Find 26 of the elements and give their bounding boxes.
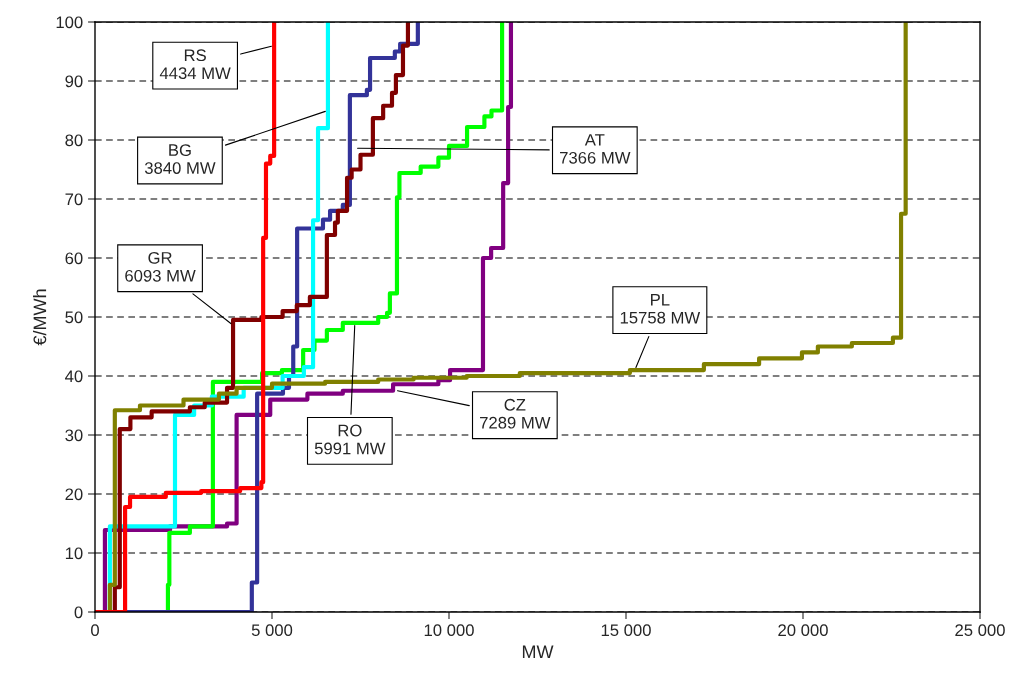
annotation: BG 3840 MW — [144, 144, 216, 174]
y-tick-label: 10 — [65, 547, 83, 560]
annotation: GR 6093 MW — [125, 251, 196, 282]
annotation: RS 4434 MW — [159, 49, 231, 80]
y-tick-label: 50 — [65, 311, 83, 324]
x-axis-title: MW — [522, 645, 554, 658]
y-tick-label: 0 — [74, 606, 83, 619]
x-tick-label: 0 — [91, 624, 99, 637]
x-tick-label: 10 000 — [424, 624, 474, 637]
y-tick-label: 80 — [65, 134, 83, 147]
y-tick-label: 90 — [65, 75, 83, 88]
x-tick-label: 25 000 — [955, 624, 1005, 637]
y-tick-label: 70 — [65, 193, 83, 206]
y-tick-label: 20 — [65, 488, 83, 501]
y-tick-label: 60 — [65, 252, 83, 265]
annotation: RO 5991 MW — [314, 424, 386, 455]
annotation: PL 15758 MW — [620, 293, 701, 324]
x-tick-label: 20 000 — [778, 624, 828, 637]
annotation: AT 7366 MW — [560, 134, 631, 164]
y-tick-label: 30 — [65, 429, 83, 442]
x-tick-label: 5 000 — [251, 624, 293, 637]
x-tick-label: 15 000 — [601, 624, 651, 637]
y-axis-title: €/MWh — [33, 289, 47, 346]
annotation: CZ 7289 MW — [480, 398, 551, 429]
y-tick-label: 40 — [65, 370, 83, 383]
y-tick-label: 100 — [56, 16, 83, 29]
